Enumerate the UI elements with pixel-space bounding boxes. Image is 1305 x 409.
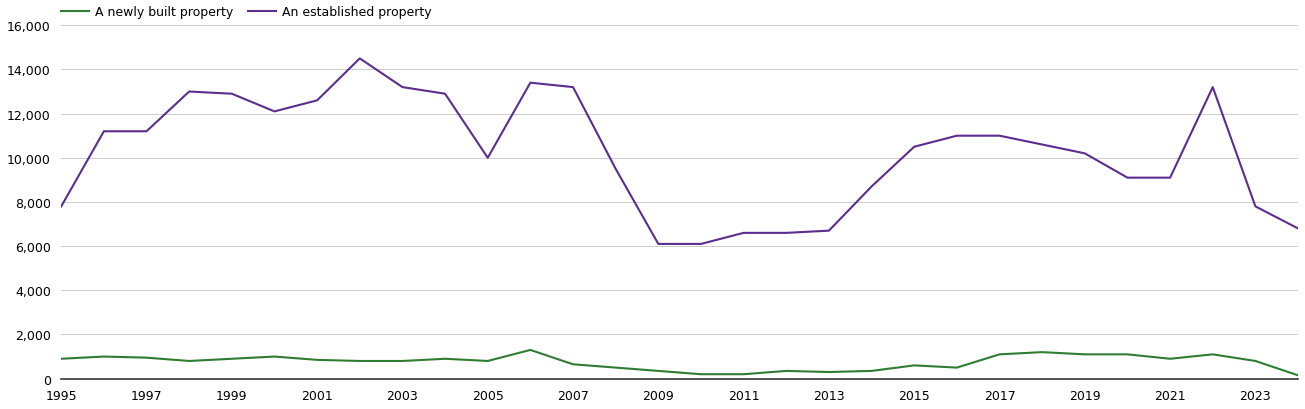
A newly built property: [565, 362, 581, 367]
An established property: [821, 229, 837, 234]
An established property: [949, 134, 964, 139]
Line: A newly built property: A newly built property: [61, 350, 1298, 375]
An established property: [224, 92, 240, 97]
A newly built property: [1120, 352, 1135, 357]
A newly built property: [437, 356, 453, 361]
A newly built property: [864, 369, 880, 373]
An established property: [1120, 176, 1135, 181]
A newly built property: [224, 356, 240, 361]
A newly built property: [1035, 350, 1051, 355]
A newly built property: [309, 357, 325, 362]
An established property: [864, 184, 880, 189]
An established property: [565, 85, 581, 90]
An established property: [693, 242, 709, 247]
An established property: [138, 130, 154, 135]
An established property: [437, 92, 453, 97]
A newly built property: [1205, 352, 1220, 357]
An established property: [394, 85, 410, 90]
An established property: [1248, 204, 1263, 209]
A newly built property: [1291, 373, 1305, 378]
A newly built property: [693, 372, 709, 377]
An established property: [1077, 151, 1092, 156]
A newly built property: [779, 369, 795, 373]
Line: An established property: An established property: [61, 59, 1298, 244]
A newly built property: [181, 359, 197, 364]
An established property: [309, 99, 325, 103]
An established property: [650, 242, 666, 247]
Legend: A newly built property, An established property: A newly built property, An established p…: [61, 6, 432, 19]
An established property: [1205, 85, 1220, 90]
A newly built property: [992, 352, 1007, 357]
An established property: [736, 231, 752, 236]
A newly built property: [650, 369, 666, 373]
A newly built property: [949, 365, 964, 370]
An established property: [97, 130, 112, 135]
An established property: [480, 156, 496, 161]
An established property: [181, 90, 197, 95]
An established property: [779, 231, 795, 236]
A newly built property: [352, 359, 368, 364]
An established property: [608, 167, 624, 172]
An established property: [54, 204, 69, 209]
A newly built property: [1248, 359, 1263, 364]
An established property: [266, 110, 282, 115]
A newly built property: [608, 365, 624, 370]
A newly built property: [1077, 352, 1092, 357]
An established property: [1035, 143, 1051, 148]
A newly built property: [266, 354, 282, 359]
A newly built property: [821, 370, 837, 375]
A newly built property: [736, 372, 752, 377]
An established property: [352, 57, 368, 62]
A newly built property: [522, 348, 538, 353]
A newly built property: [394, 359, 410, 364]
A newly built property: [97, 354, 112, 359]
An established property: [1163, 176, 1178, 181]
A newly built property: [480, 359, 496, 364]
A newly built property: [1163, 356, 1178, 361]
An established property: [522, 81, 538, 86]
A newly built property: [907, 363, 923, 368]
A newly built property: [138, 355, 154, 360]
An established property: [907, 145, 923, 150]
A newly built property: [54, 356, 69, 361]
An established property: [1291, 227, 1305, 231]
An established property: [992, 134, 1007, 139]
